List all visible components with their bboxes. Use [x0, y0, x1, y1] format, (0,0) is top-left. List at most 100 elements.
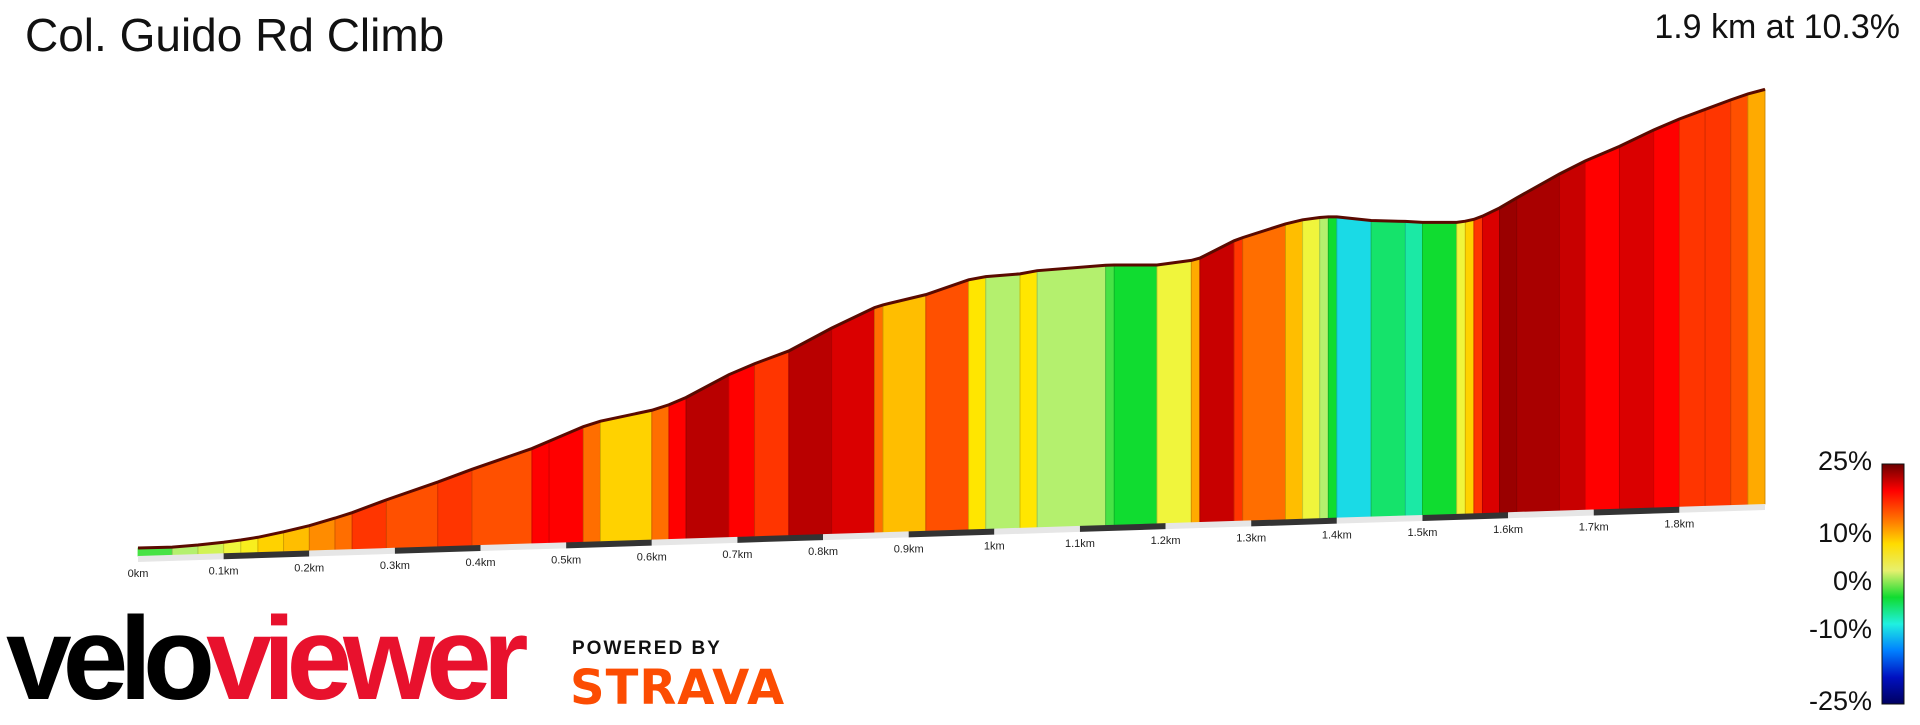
grade-segment-36 — [1233, 237, 1244, 522]
grade-segment-18 — [668, 396, 687, 540]
grade-segment-48 — [1473, 215, 1483, 514]
grade-segment-42 — [1336, 216, 1372, 519]
baseline-segment-2 — [309, 547, 395, 557]
grade-segment-53 — [1584, 145, 1620, 511]
baseline-segment-6 — [651, 536, 738, 546]
grade-segment-23 — [831, 306, 875, 535]
scale-label-low: -10% — [1808, 614, 1872, 644]
grade-segment-12 — [471, 448, 533, 546]
grade-segment-49 — [1482, 207, 1500, 514]
grade-segment-20 — [728, 363, 755, 538]
baseline-segment-14 — [1336, 514, 1423, 524]
x-tick-label: 1.1km — [1065, 538, 1095, 550]
grade-segment-25 — [882, 294, 927, 533]
baseline-segment-18 — [1679, 504, 1765, 513]
baseline-segment-17 — [1593, 506, 1680, 516]
x-tick-label: 1.7km — [1579, 521, 1609, 533]
x-tick-label: 0.1km — [209, 565, 239, 577]
grade-segment-31 — [1105, 264, 1115, 526]
x-tick-label: 0.3km — [380, 560, 410, 572]
grade-segment-56 — [1678, 108, 1706, 508]
grade-segments — [137, 88, 1766, 557]
grade-segment-33 — [1156, 259, 1192, 524]
baseline-segment-8 — [823, 531, 909, 541]
veloviewer-logo: veloviewer — [6, 600, 529, 718]
grade-segment-55 — [1653, 118, 1680, 508]
x-tick-label: 0.9km — [894, 543, 924, 555]
profile-top-edge — [137, 87, 1766, 550]
grade-segment-29 — [1019, 270, 1038, 529]
distance-baseline — [138, 504, 1765, 562]
grade-segment-17 — [651, 404, 670, 540]
baseline-segment-4 — [480, 542, 567, 552]
x-tick-label: 1.6km — [1493, 524, 1523, 536]
grade-segment-21 — [754, 350, 790, 537]
x-tick-label: 0.6km — [637, 552, 667, 564]
climb-summary: 1.9 km at 10.3% — [1654, 8, 1900, 46]
baseline-segment-16 — [1508, 509, 1594, 519]
grade-segment-28 — [985, 273, 1021, 530]
grade-segment-38 — [1285, 219, 1303, 520]
grade-segment-52 — [1559, 160, 1586, 511]
grade-segment-22 — [788, 327, 833, 536]
grade-segment-47 — [1464, 218, 1475, 514]
x-tick-label: 1.5km — [1407, 527, 1437, 539]
scale-label-max: 25% — [1817, 446, 1872, 476]
chart-title: Col. Guido Rd Climb — [25, 9, 445, 61]
powered-by-text: POWERED BY — [572, 638, 722, 659]
baseline-segment-0 — [138, 553, 224, 562]
grade-segment-39 — [1302, 217, 1321, 520]
baseline-segment-1 — [223, 550, 310, 560]
grade-segment-46 — [1456, 220, 1466, 515]
grade-segment-57 — [1704, 99, 1732, 507]
logo-velo-text: velo — [6, 593, 215, 725]
grade-segment-43 — [1370, 220, 1406, 518]
logo-viewer-text: viewer — [206, 593, 528, 725]
scale-label-min: -25% — [1808, 686, 1872, 716]
strava-logo: STRAVA — [570, 660, 786, 716]
grade-segment-26 — [925, 279, 970, 532]
baseline-segment-5 — [566, 539, 652, 549]
grade-segment-51 — [1516, 173, 1560, 513]
x-tick-label: 1.3km — [1236, 532, 1266, 544]
x-tick-label: 1.2km — [1151, 535, 1181, 547]
grade-segment-37 — [1242, 223, 1286, 522]
baseline-segment-7 — [737, 534, 824, 543]
baseline-segment-13 — [1251, 517, 1337, 527]
grade-segment-44 — [1404, 220, 1423, 516]
grade-segment-58 — [1730, 93, 1749, 506]
grade-segment-45 — [1422, 221, 1458, 516]
baseline-segment-9 — [908, 528, 995, 538]
x-tick-label: 0km — [128, 568, 149, 580]
x-tick-label: 1km — [984, 541, 1005, 553]
grade-segment-41 — [1327, 216, 1338, 519]
grade-segment-30 — [1036, 264, 1107, 528]
baseline-segment-15 — [1422, 512, 1509, 521]
grade-segment-34 — [1190, 257, 1201, 523]
x-tick-label: 0.2km — [294, 563, 324, 575]
grade-segment-15 — [582, 420, 601, 543]
grade-segment-35 — [1199, 240, 1235, 523]
grade-segment-14 — [548, 426, 584, 544]
scale-label-high: 10% — [1817, 518, 1872, 548]
grade-segment-16 — [600, 409, 653, 542]
x-tick-label: 0.8km — [808, 546, 838, 558]
baseline-segment-12 — [1165, 520, 1252, 530]
x-tick-label: 1.4km — [1322, 530, 1352, 542]
baseline-segment-10 — [994, 525, 1080, 535]
baseline-segment-11 — [1079, 523, 1166, 532]
x-axis-ticks: 0km 0.1km 0.2km 0.3km 0.4km 0.5km 0.6km 0.7km 0.… — [128, 519, 1695, 580]
x-tick-label: 0.4km — [466, 557, 496, 569]
scale-label-zero: 0% — [1832, 566, 1872, 596]
grade-segment-32 — [1113, 264, 1158, 526]
segment-dividers — [171, 89, 1766, 555]
grade-color-scale — [1881, 463, 1905, 705]
grade-segment-24 — [874, 304, 884, 533]
grade-segment-27 — [968, 276, 987, 530]
grade-segment-59 — [1747, 88, 1766, 505]
grade-segment-13 — [531, 440, 550, 544]
grade-segment-19 — [685, 374, 730, 539]
x-tick-label: 0.5km — [551, 554, 581, 566]
